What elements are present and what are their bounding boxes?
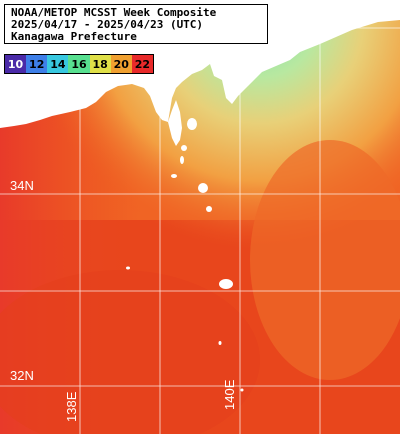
legend-cell-18: 18 [89, 55, 111, 73]
east-warm-patch [250, 140, 400, 380]
island-small-3 [240, 388, 244, 392]
lat-label-32n: 32N [10, 368, 34, 383]
title-line-2: 2025/04/17 - 2025/04/23 (UTC) [11, 18, 204, 31]
island-toshima [181, 145, 187, 151]
lon-label-138e: 138E [64, 391, 79, 422]
temperature-legend: 10 12 14 16 18 20 22 [4, 54, 154, 74]
island-kozushima [171, 174, 177, 178]
legend-cell-14: 14 [47, 55, 69, 73]
land-izu-peninsula [168, 100, 182, 146]
legend-cell-22: 22 [131, 55, 153, 73]
legend-cell-12: 12 [26, 55, 48, 73]
island-niijima [180, 156, 184, 164]
legend-cell-20: 20 [110, 55, 132, 73]
legend-cell-10: 10 [5, 55, 27, 73]
island-hachijojima [219, 279, 233, 289]
island-small-2 [218, 341, 222, 345]
island-oshima [187, 118, 197, 130]
island-miyakejima [198, 183, 208, 193]
island-mikurajima [206, 206, 212, 212]
island-small-1 [126, 266, 130, 270]
title-line-1: NOAA/METOP MCSST Week Composite [11, 6, 217, 19]
lat-label-34n: 34N [10, 178, 34, 193]
legend-cell-16: 16 [68, 55, 90, 73]
lon-label-140e: 140E [222, 379, 237, 410]
south-warm-patch [0, 270, 260, 434]
map-title-box: NOAA/METOP MCSST Week Composite 2025/04/… [4, 4, 268, 44]
title-line-3: Kanagawa Prefecture [11, 30, 137, 43]
